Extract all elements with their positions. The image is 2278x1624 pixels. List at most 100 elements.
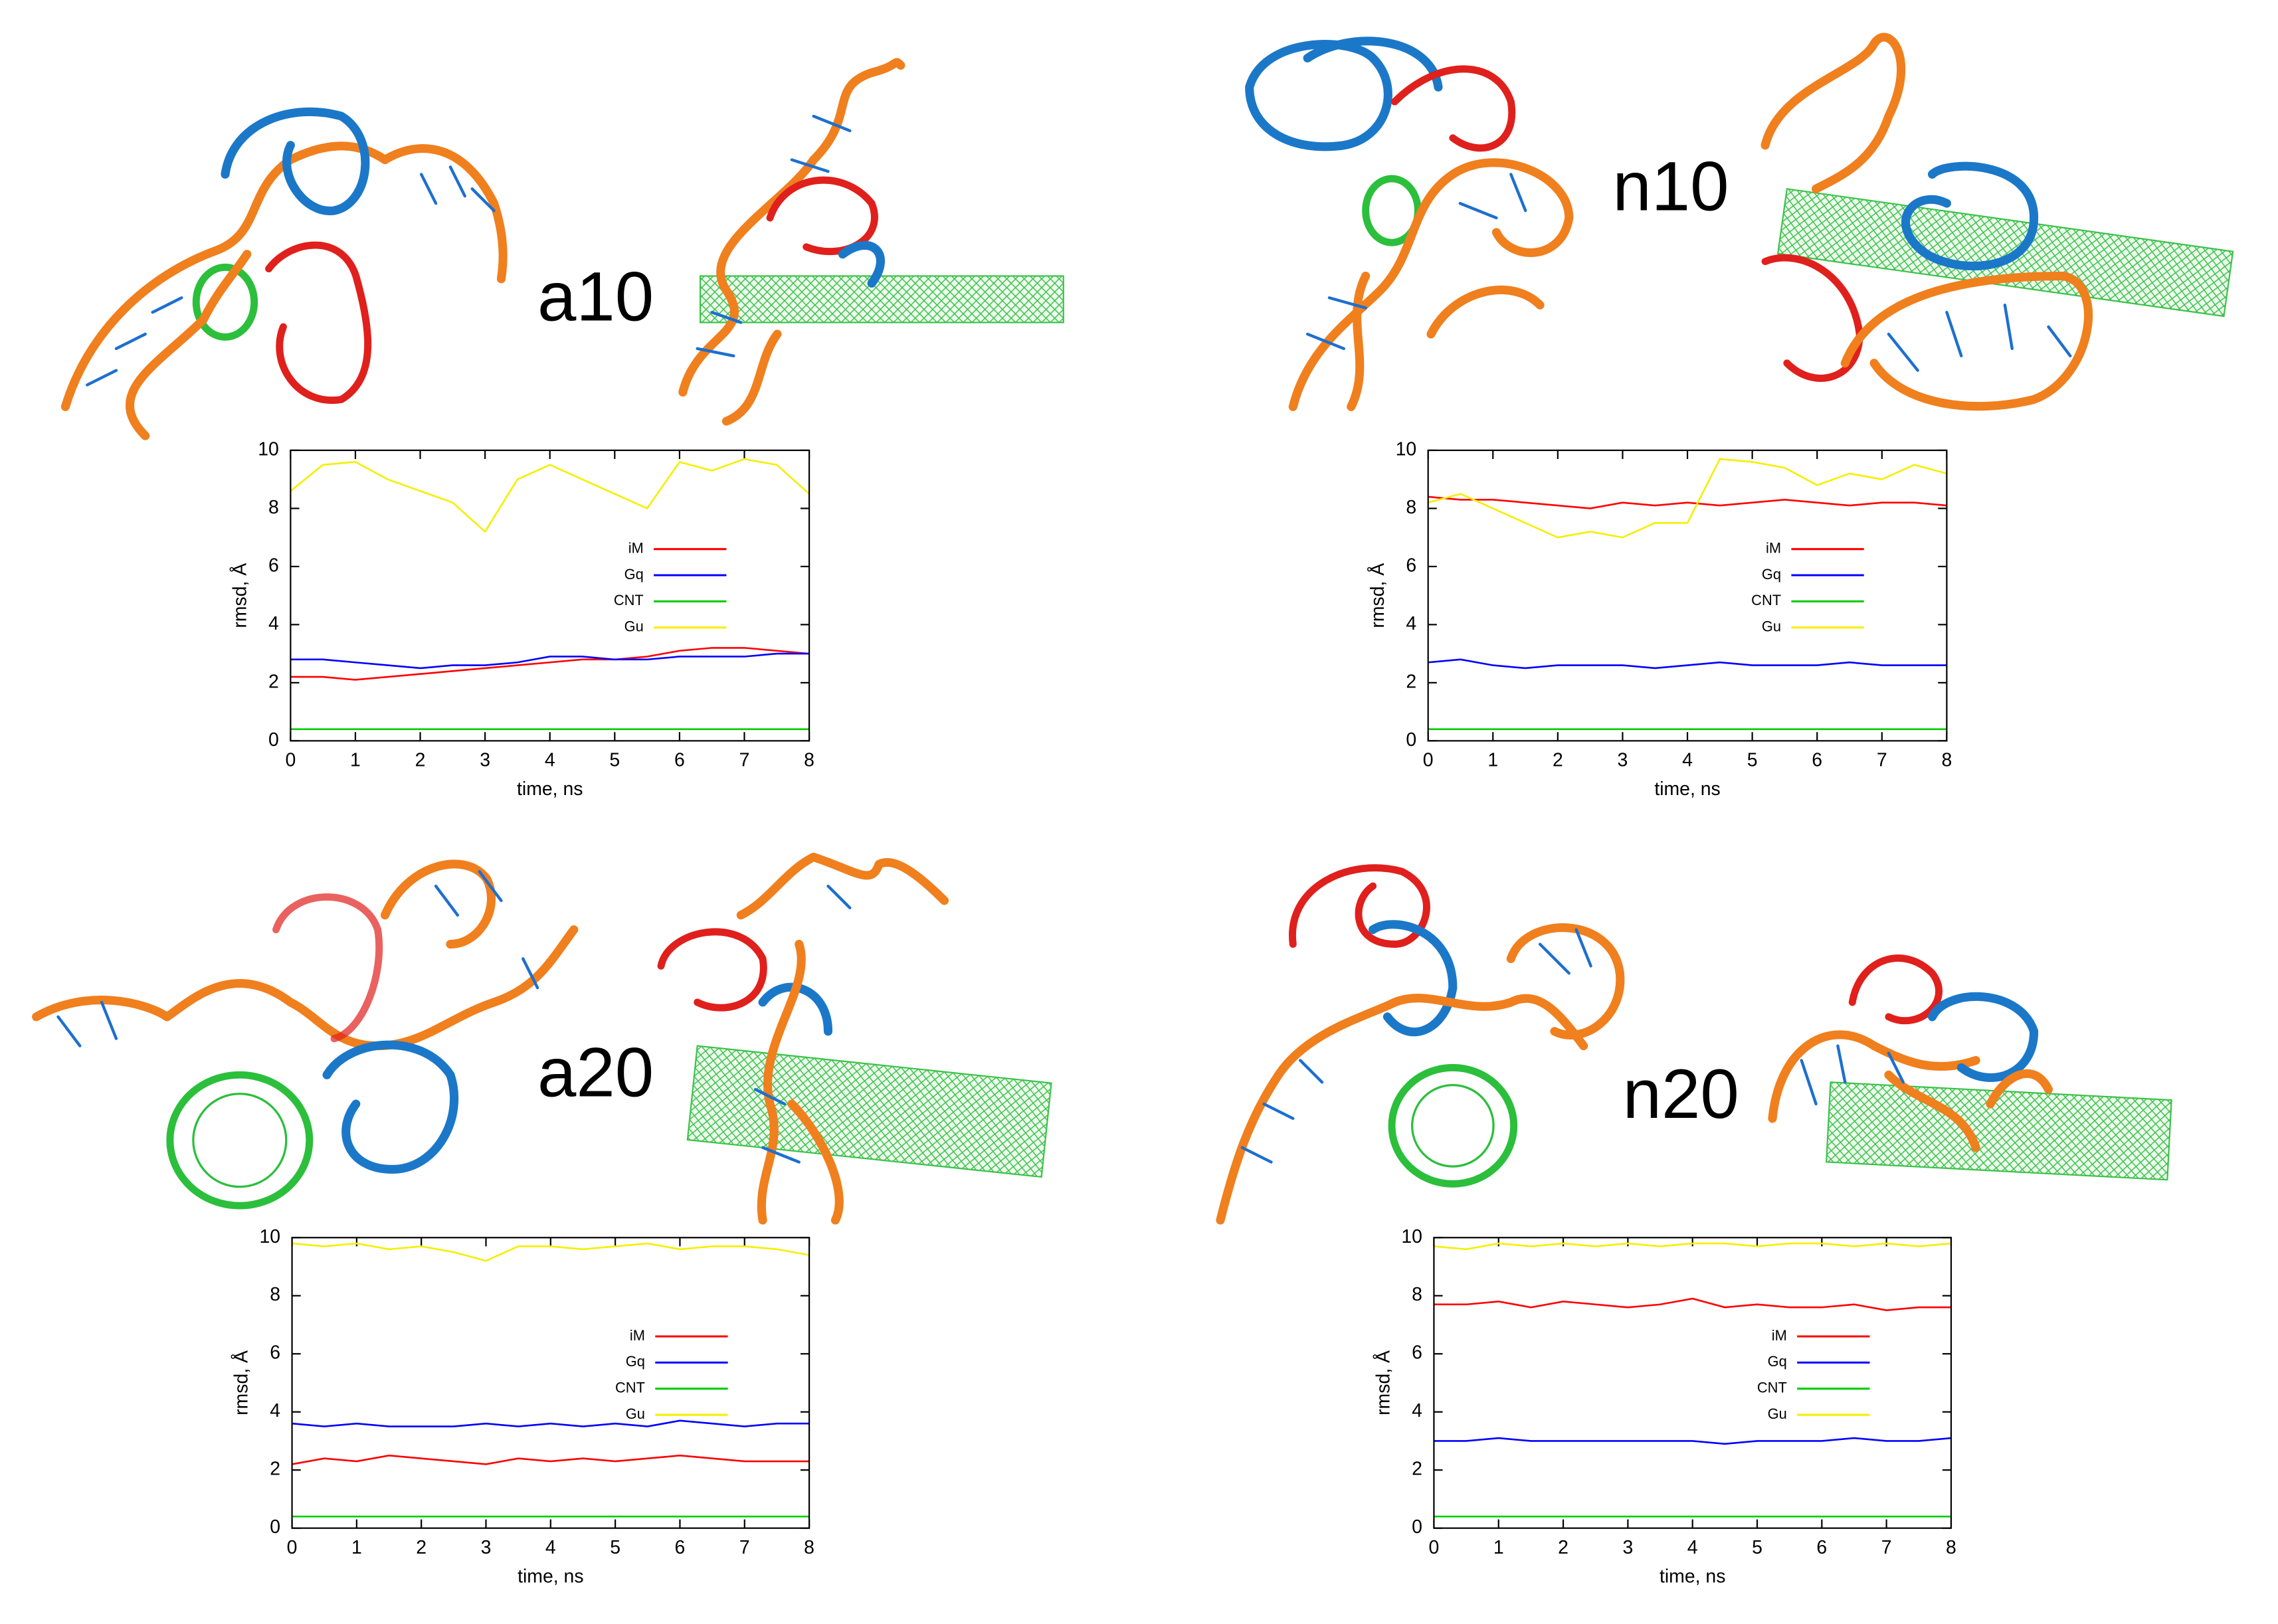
data-line	[1428, 458, 1947, 539]
x-tick-label: 8	[1941, 749, 1952, 770]
molecule-render	[60, 58, 1064, 440]
y-tick-label: 4	[268, 613, 279, 634]
y-tick-label: 8	[270, 1284, 280, 1305]
y-tick-label: 2	[268, 671, 279, 692]
x-tick-label: 0	[1429, 1537, 1440, 1558]
x-axis-label: time, ns	[1660, 1566, 1725, 1587]
x-tick-label: 1	[1487, 749, 1498, 770]
y-tick-label: 4	[1406, 613, 1416, 634]
data-line	[1434, 1242, 1952, 1251]
y-tick-label: 10	[258, 438, 279, 460]
line-chart: a10 0 2 4 6 8 10 0 1 2 3 4 5 6 7 8 time, ns rmsd, Å iM Gq CN…	[230, 258, 814, 800]
y-tick-label: 8	[1412, 1284, 1422, 1305]
y-tick-label: 6	[270, 1342, 280, 1364]
x-tick-label: 5	[610, 1537, 620, 1558]
y-tick-label: 4	[270, 1400, 280, 1421]
plot-frame	[290, 449, 810, 742]
panel-label: n20	[1623, 1055, 1739, 1133]
y-axis-label: rmsd, Å	[230, 563, 251, 628]
y-tick-label: 4	[1412, 1400, 1422, 1421]
legend-label: CNT	[615, 1379, 645, 1396]
x-tick-label: 3	[480, 749, 490, 770]
y-tick-label: 0	[1412, 1516, 1422, 1538]
x-tick-label: 1	[351, 1537, 362, 1558]
x-axis-label: time, ns	[517, 778, 583, 800]
panel-label: a10	[537, 258, 654, 336]
y-tick-label: 8	[268, 497, 279, 518]
x-tick-label: 5	[609, 749, 620, 770]
y-tick-label: 6	[268, 555, 279, 576]
legend-label: iM	[628, 539, 644, 556]
y-tick-label: 2	[270, 1459, 280, 1480]
y-tick-label: 0	[268, 729, 279, 751]
x-tick-label: 0	[285, 749, 296, 770]
data-line	[1428, 658, 1947, 670]
x-tick-label: 6	[1812, 749, 1822, 770]
x-axis-label: time, ns	[518, 1566, 583, 1587]
x-tick-label: 4	[1687, 1537, 1698, 1558]
data-line	[290, 647, 810, 681]
y-axis-label: rmsd, Å	[1367, 563, 1388, 628]
legend-label: CNT	[1751, 592, 1781, 608]
x-tick-label: 3	[1618, 749, 1628, 770]
plot-frame	[1433, 1237, 1952, 1529]
legend-label: iM	[1766, 539, 1781, 556]
y-tick-label: 6	[1412, 1342, 1422, 1364]
line-chart: n20 0 2 4 6 8 10 0 1 2 3 4 5 6 7 8 time, ns rmsd, Å iM Gq CN…	[1373, 1055, 1956, 1587]
x-tick-label: 2	[1558, 1537, 1568, 1558]
panel-label: n10	[1612, 147, 1729, 225]
x-tick-label: 3	[481, 1537, 492, 1558]
x-tick-label: 8	[804, 749, 814, 770]
x-tick-label: 4	[545, 1537, 556, 1558]
data-line	[292, 1454, 810, 1465]
y-tick-label: 2	[1412, 1459, 1422, 1480]
y-tick-label: 10	[1401, 1226, 1422, 1247]
legend-label: Gu	[1762, 618, 1781, 635]
y-axis-label: rmsd, Å	[1373, 1350, 1394, 1415]
x-tick-label: 2	[416, 1537, 427, 1558]
legend-label: Gq	[1762, 566, 1781, 583]
x-tick-label: 7	[1877, 749, 1887, 770]
x-tick-label: 1	[1493, 1537, 1504, 1558]
line-chart: n10 0 2 4 6 8 10 0 1 2 3 4 5 6 7 8 time, ns rmsd, Å iM Gq CN…	[1367, 147, 1952, 800]
x-tick-label: 8	[804, 1537, 814, 1558]
y-tick-label: 8	[1406, 497, 1416, 518]
legend-label: Gq	[626, 1353, 645, 1370]
x-tick-label: 5	[1747, 749, 1758, 770]
x-tick-label: 2	[415, 749, 426, 770]
legend-label: CNT	[1757, 1379, 1787, 1396]
x-tick-label: 0	[287, 1537, 298, 1558]
data-line	[290, 652, 810, 670]
data-line	[290, 458, 810, 533]
x-tick-label: 7	[739, 749, 750, 770]
legend-label: Gq	[624, 566, 644, 583]
legend-label: Gu	[1768, 1405, 1787, 1422]
x-tick-label: 6	[1816, 1537, 1827, 1558]
plot-frame	[291, 1237, 810, 1529]
x-tick-label: 4	[545, 749, 555, 770]
x-tick-label: 3	[1622, 1537, 1633, 1558]
data-line	[1434, 1437, 1952, 1445]
legend-label: Gu	[624, 618, 644, 635]
legend-label: iM	[1772, 1327, 1787, 1344]
legend-label: CNT	[614, 592, 644, 608]
x-tick-label: 2	[1553, 749, 1563, 770]
x-tick-label: 8	[1946, 1537, 1956, 1558]
x-tick-label: 6	[675, 1537, 686, 1558]
y-tick-label: 10	[259, 1226, 280, 1247]
plot-frame	[1427, 449, 1948, 742]
legend-label: Gu	[626, 1405, 645, 1422]
data-line	[292, 1419, 810, 1427]
x-tick-label: 1	[350, 749, 361, 770]
x-axis-label: time, ns	[1654, 778, 1720, 800]
panel-label: a20	[537, 1034, 654, 1111]
y-tick-label: 2	[1406, 671, 1416, 692]
x-tick-label: 4	[1682, 749, 1693, 770]
y-tick-label: 0	[270, 1516, 280, 1538]
line-chart: a20 0 2 4 6 8 10 0 1 2 3 4 5 6 7 8 time, ns rmsd, Å iM Gq CN…	[231, 1034, 814, 1587]
y-tick-label: 0	[1406, 729, 1416, 751]
molecule-render	[32, 852, 1052, 1225]
legend-label: iM	[630, 1327, 645, 1344]
